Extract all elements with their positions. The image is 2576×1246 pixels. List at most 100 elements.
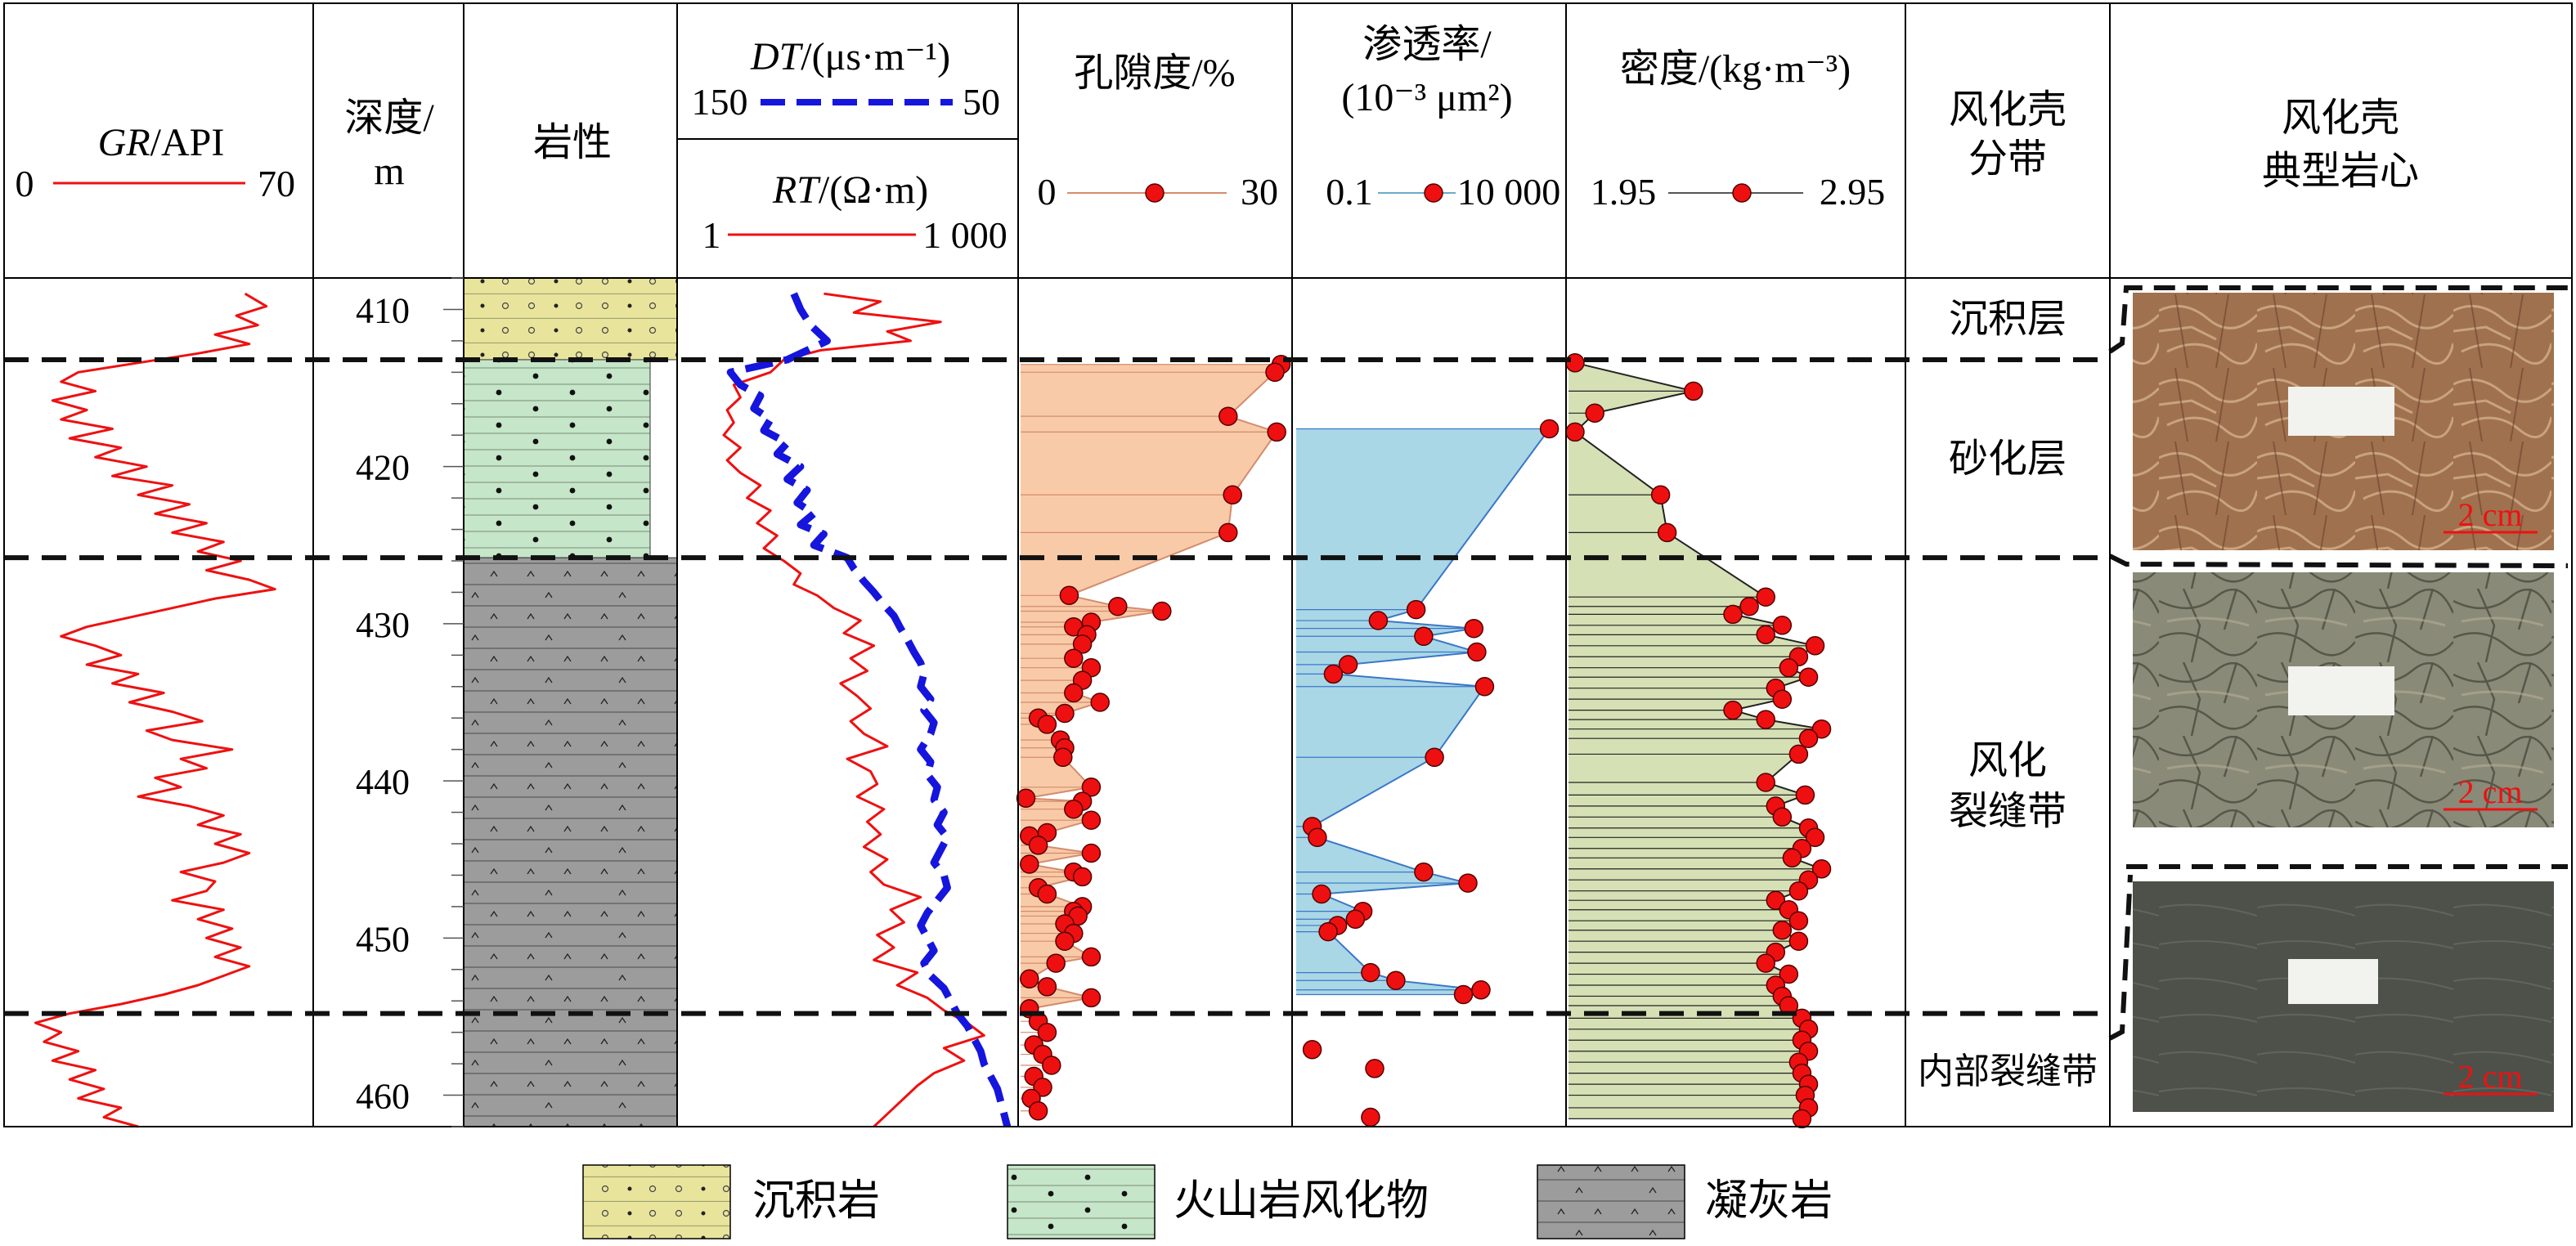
zone-boundaries [4,356,2110,1016]
porosity-point-46 [1020,969,1039,989]
permeability-point-23 [1302,1040,1322,1060]
density-point-2 [1585,403,1604,424]
depth-label-410: 410 [356,290,410,330]
svg-text:深度/: 深度/ [344,96,434,140]
density-legend-dot [1732,183,1752,203]
svg-text:0.1: 0.1 [1326,171,1373,213]
svg-text:密度/(kg·m⁻³): 密度/(kg·m⁻³) [1620,47,1851,91]
log-data-points [1016,353,1832,1129]
core-sample-tag-2 [2288,666,2394,715]
permeability-point-2 [1368,611,1389,630]
svg-text:典型岩心: 典型岩心 [2262,150,2419,193]
core-bracket-2 [2108,554,2569,568]
svg-text:0: 0 [1038,171,1057,213]
porosity-point-20 [1037,715,1057,734]
porosity-point-54 [1042,1056,1061,1075]
zone-label-2-0: 风化 [1968,739,2047,782]
density-point-37 [1788,931,1809,951]
frame [3,2,2573,1127]
porosity-point-32 [1081,843,1102,863]
svg-text:2.95: 2.95 [1820,171,1886,213]
permeability-point-13 [1458,873,1478,893]
svg-text:10 000: 10 000 [1457,171,1561,213]
porosity-point-45 [1046,953,1066,973]
porosity-point-13 [1064,648,1084,668]
density-point-4 [1650,485,1671,505]
density-point-17 [1723,700,1743,720]
permeability-point-0 [1539,419,1560,439]
svg-text:1: 1 [702,214,721,256]
zone-label-2-1: 裂缝带 [1949,790,2067,833]
header-core: 风化壳 典型岩心 [2262,96,2419,193]
porosity-point-18 [1055,703,1075,724]
permeability-point-8 [1474,677,1495,697]
density-point-39 [1756,953,1775,973]
depth-label-450: 450 [356,919,410,959]
permeability-point-1 [1406,599,1426,620]
svg-text:m: m [374,150,404,193]
density-point-33 [1766,890,1786,910]
permeability-point-4 [1414,626,1434,647]
zone-label-3: 内部裂缝带 [1918,1051,2098,1091]
legend-label-sed: 沉积岩 [752,1178,880,1225]
porosity-point-48 [1081,988,1102,1008]
density-point-14 [1798,667,1819,687]
porosity-point-58 [1028,1101,1048,1121]
core-bracket-3 [2108,864,2568,1041]
density-point-29 [1782,848,1802,868]
permeability-point-12 [1414,862,1434,882]
svg-text:1 000: 1 000 [922,214,1008,256]
permeability-point-20 [1386,970,1406,990]
core-sample-tag-1 [2288,387,2394,436]
core-bracket-1 [2108,285,2568,354]
density-point-6 [1756,587,1775,607]
porosity-point-47 [1037,977,1057,997]
scale-bar-label-2: 2 cm [2458,773,2523,810]
density-point-20 [1798,728,1819,748]
porosity-point-23 [1053,747,1073,768]
svg-text:孔隙度/%: 孔隙度/% [1074,52,1235,95]
legend-swatch-tuff [1537,1164,1685,1239]
svg-text:70: 70 [258,163,295,204]
density-point-30 [1811,859,1832,879]
permeability-legend-dot [1424,183,1443,203]
permeability-point-16 [1345,909,1366,930]
porosity-point-6 [1059,585,1079,606]
header-density: 密度/(kg·m⁻³) 1.95 2.95 [1591,47,1886,213]
porosity-point-2 [1218,406,1238,426]
lithology-interval-1 [463,359,651,558]
porosity-point-51 [1037,1022,1057,1042]
permeability-point-6 [1338,655,1358,675]
density-point-16 [1772,689,1793,709]
density-point-25 [1772,807,1793,827]
density-point-11 [1805,636,1825,656]
density-point-3 [1565,422,1585,442]
porosity-point-4 [1223,485,1242,505]
density-point-32 [1788,881,1809,901]
zone-label-0: 沉积层 [1949,298,2067,341]
log-fill-areas [1021,361,1824,1119]
porosity-point-5 [1218,522,1238,543]
legend-label-tuff: 凝灰岩 [1705,1178,1833,1225]
density-point-7 [1739,596,1759,616]
density-point-22 [1756,773,1775,792]
density-point-21 [1788,744,1809,764]
density-point-18 [1756,710,1775,729]
header-porosity: 孔隙度/% 0 30 [1038,52,1279,213]
porosity-point-16 [1064,683,1084,703]
porosity-point-35 [1072,867,1093,887]
svg-text:50: 50 [963,81,1000,123]
scale-bar-label-1: 2 cm [2458,496,2523,533]
permeability-point-19 [1361,962,1380,983]
density-point-19 [1811,719,1832,739]
core-sample-tag-3 [2288,959,2378,1004]
depth-label-440: 440 [356,762,410,802]
porosity-point-44 [1081,947,1102,967]
porosity-fill [1021,364,1281,1009]
rt-curve [722,292,985,1128]
permeability-point-18 [1318,921,1338,942]
svg-text:DT/(μs·m⁻¹): DT/(μs·m⁻¹) [750,35,950,78]
density-point-23 [1795,785,1815,805]
